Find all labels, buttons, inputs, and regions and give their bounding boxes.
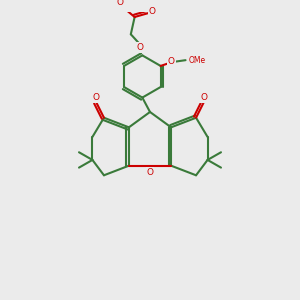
Text: O: O xyxy=(200,93,207,102)
Text: O: O xyxy=(137,43,144,52)
Text: O: O xyxy=(146,168,154,177)
Text: O: O xyxy=(93,93,100,102)
Text: O: O xyxy=(168,57,175,66)
Text: OMe: OMe xyxy=(188,56,206,65)
Text: O: O xyxy=(148,7,155,16)
Text: O: O xyxy=(117,0,124,7)
